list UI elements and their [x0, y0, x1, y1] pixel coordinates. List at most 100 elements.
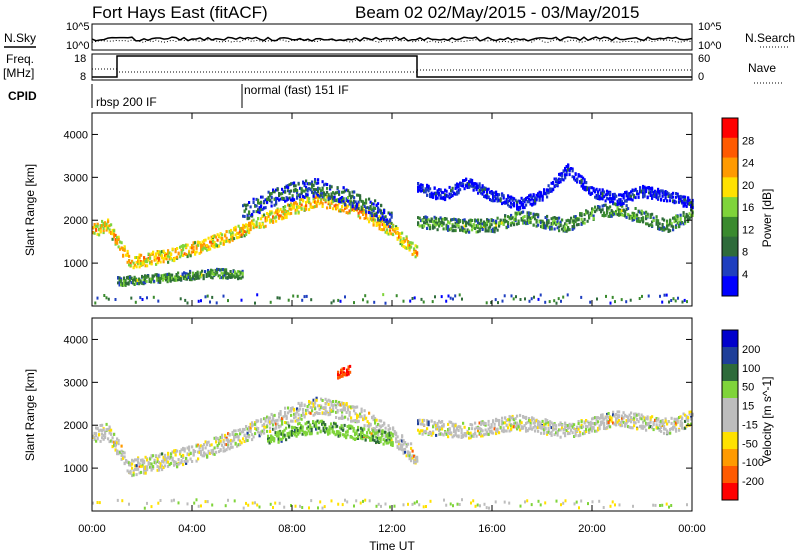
- scatter-cell: [576, 429, 579, 433]
- scatter-cell: [393, 229, 396, 233]
- scatter-cell: [164, 256, 167, 260]
- scatter-cell: [277, 430, 280, 434]
- scatter-cell: [541, 194, 544, 198]
- scatter-cell: [339, 403, 342, 407]
- scatter-cell: [538, 220, 541, 224]
- scatter-cell: [315, 201, 318, 205]
- scatter-cell: [330, 199, 333, 202]
- scatter-cell: [598, 205, 601, 209]
- scatter-cell: [408, 248, 411, 252]
- scatter-cell: [480, 427, 483, 431]
- scatter-cell: [353, 206, 356, 210]
- scatter-cell: [648, 423, 651, 427]
- scatter-cell: [603, 214, 606, 218]
- scatter-cell: [498, 224, 501, 228]
- scatter-cell: [348, 413, 351, 417]
- scatter-cell: [225, 276, 228, 280]
- scatter-cell: [266, 425, 269, 429]
- scatter-cell: [342, 209, 345, 213]
- scatter-cell: [410, 459, 413, 463]
- scatter-cell: [625, 421, 628, 425]
- scatter-cell: [128, 463, 131, 467]
- scatter-cell: [180, 244, 183, 248]
- scatter-cell: [202, 277, 205, 281]
- scatter-cell: [344, 403, 347, 407]
- scatter-cell: [263, 431, 266, 435]
- scatter-cell: [672, 216, 675, 220]
- scatter-cell: [230, 445, 233, 449]
- scatter-cell: [550, 421, 553, 425]
- scatter-cell: [678, 197, 681, 201]
- scatter-cell: [592, 216, 595, 220]
- scatter-cell: [331, 425, 334, 429]
- scatter-cell: [516, 222, 519, 226]
- scatter-cell: [462, 435, 465, 439]
- scatter-cell: [134, 467, 137, 471]
- scatter-cell: [128, 470, 131, 474]
- scatter-cell: [201, 240, 204, 244]
- scatter-cell: [336, 424, 339, 428]
- scatter-cell: [448, 192, 451, 196]
- scatter-cell: [350, 416, 353, 420]
- scatter-cell: [195, 277, 198, 280]
- scatter-cell: [556, 226, 559, 230]
- scatter-cell: [570, 167, 573, 170]
- scatter-cell: [386, 231, 389, 235]
- scatter-cell: [117, 276, 120, 280]
- scatter-cell: [129, 463, 132, 467]
- scatter-cell: [463, 218, 466, 222]
- scatter-cell: [355, 429, 358, 433]
- scatter-cell: [211, 271, 214, 275]
- scatter-cell: [179, 297, 182, 301]
- scatter-cell: [565, 223, 568, 227]
- scatter-cell: [426, 193, 429, 197]
- scatter-cell: [618, 414, 621, 418]
- scatter-cell: [520, 426, 523, 430]
- scatter-cell: [448, 432, 451, 435]
- scatter-cell: [117, 235, 120, 239]
- scatter-cell: [108, 440, 111, 444]
- scatter-cell: [127, 277, 130, 281]
- scatter-cell: [269, 199, 272, 203]
- scatter-cell: [295, 428, 298, 432]
- scatter-cell: [237, 443, 240, 447]
- scatter-cell: [580, 423, 583, 427]
- scatter-cell: [298, 422, 301, 425]
- scatter-cell: [582, 432, 585, 436]
- scatter-cell: [196, 275, 199, 279]
- scatter-cell: [471, 434, 474, 438]
- scatter-cell: [517, 423, 520, 427]
- scatter-cell: [353, 301, 355, 305]
- scatter-cell: [296, 208, 299, 212]
- scatter-cell: [317, 193, 320, 197]
- scatter-cell: [165, 275, 168, 279]
- scatter-cell: [300, 401, 303, 405]
- scatter-cell: [562, 295, 565, 299]
- scatter-cell: [357, 428, 360, 432]
- scatter-cell: [504, 421, 507, 425]
- scatter-cell: [553, 299, 556, 303]
- scatter-cell: [511, 198, 514, 202]
- scatter-cell: [375, 211, 378, 215]
- scatter-cell: [360, 407, 363, 411]
- scatter-cell: [257, 201, 260, 205]
- scatter-cell: [375, 222, 378, 226]
- scatter-cell: [227, 299, 229, 303]
- scatter-cell: [299, 404, 302, 408]
- scatter-cell: [534, 217, 537, 221]
- scatter-cell: [429, 432, 432, 435]
- scatter-cell: [210, 240, 213, 244]
- scatter-cell: [547, 430, 550, 434]
- scatter-cell: [248, 231, 251, 235]
- scatter-cell: [336, 402, 339, 406]
- scatter-cell: [348, 209, 351, 213]
- scatter-cell: [610, 199, 613, 203]
- scatter-cell: [359, 209, 362, 213]
- scatter-cell: [663, 218, 666, 222]
- scatter-cell: [583, 213, 586, 217]
- scatter-cell: [664, 419, 667, 423]
- scatter-cell: [645, 421, 648, 425]
- scatter-cell: [222, 242, 225, 246]
- scatter-cell: [121, 282, 124, 286]
- scatter-cell: [478, 184, 481, 188]
